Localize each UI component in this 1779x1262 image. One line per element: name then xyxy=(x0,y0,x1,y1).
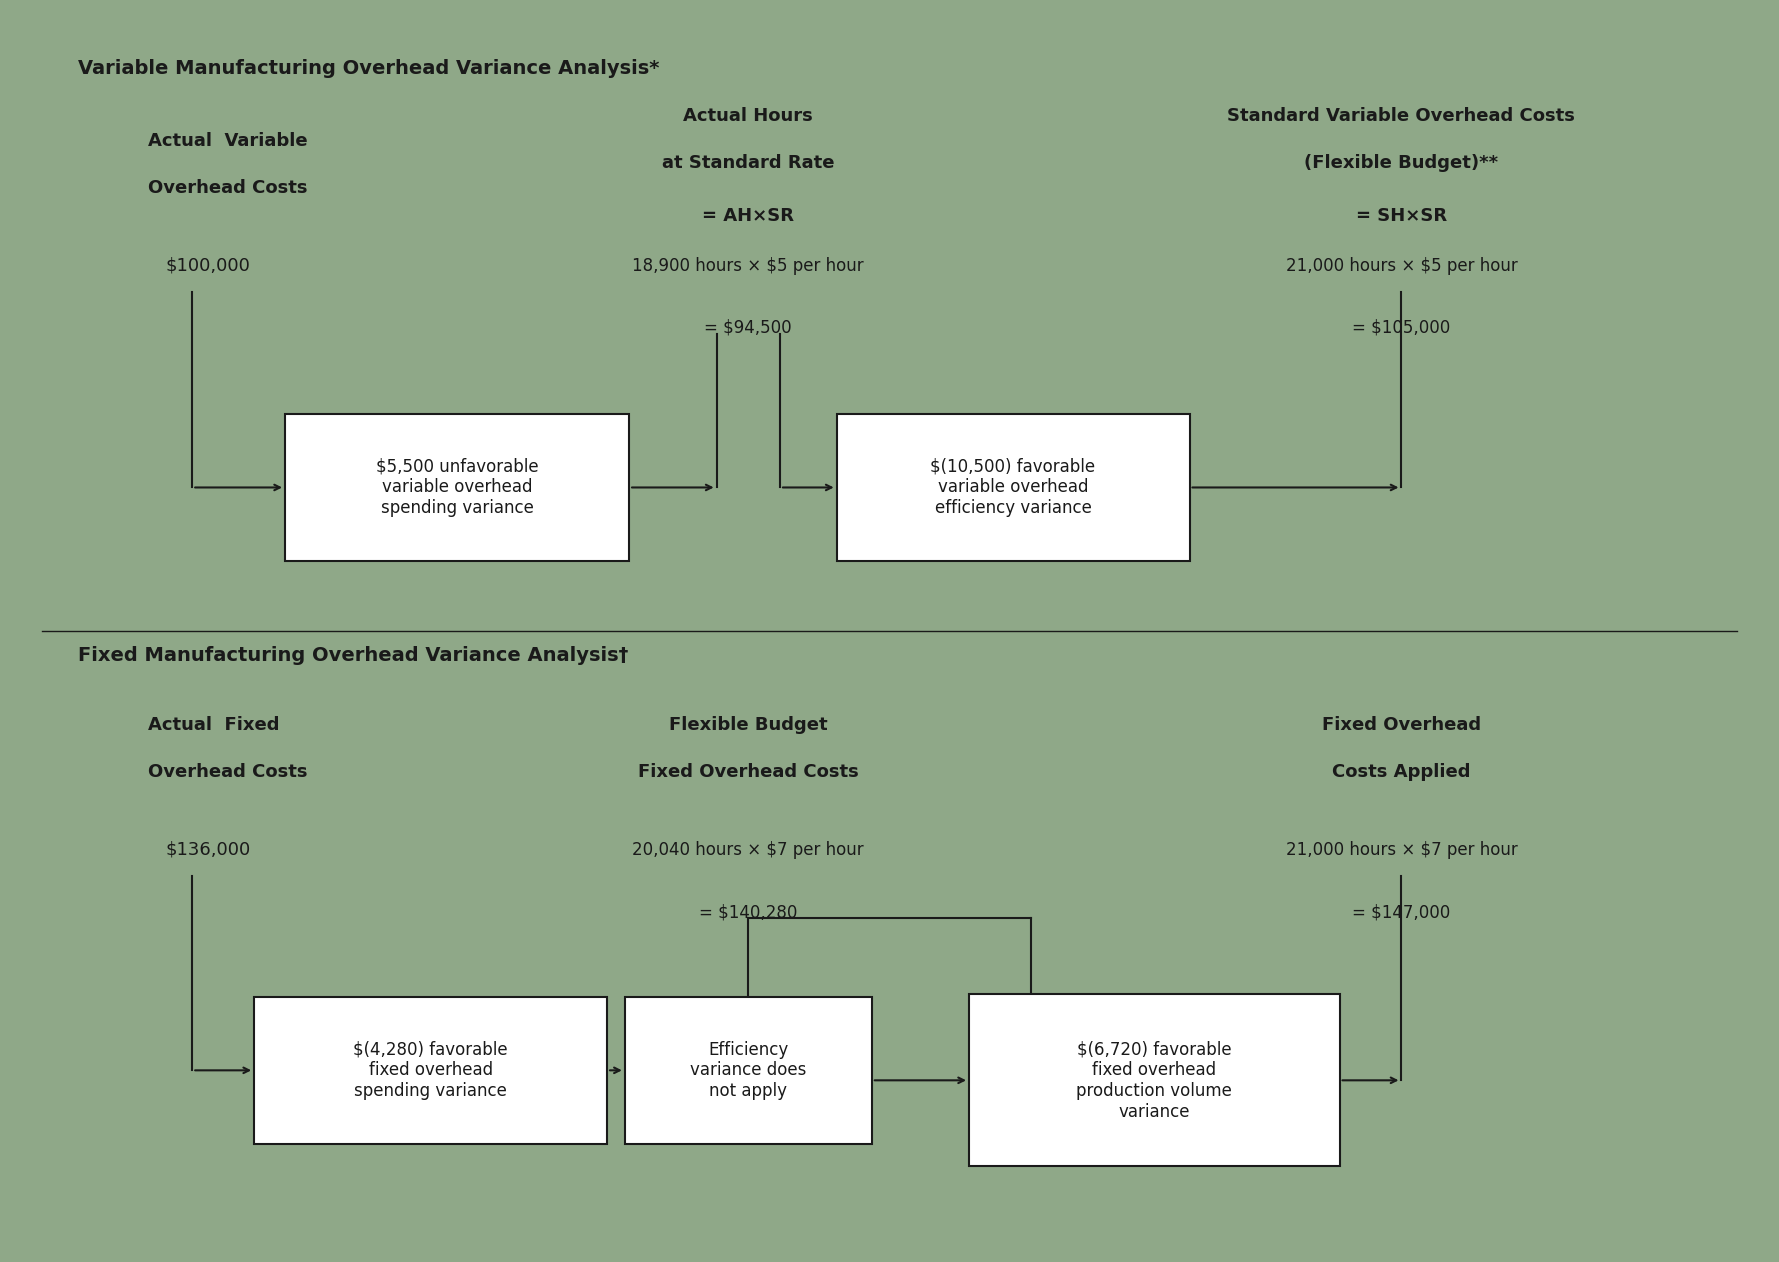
Text: Fixed Manufacturing Overhead Variance Analysis†: Fixed Manufacturing Overhead Variance An… xyxy=(78,646,628,665)
Text: 21,000 hours × $7 per hour: 21,000 hours × $7 per hour xyxy=(1286,840,1517,858)
Text: Costs Applied: Costs Applied xyxy=(1332,764,1471,781)
FancyBboxPatch shape xyxy=(836,414,1190,562)
Text: = $147,000: = $147,000 xyxy=(1352,904,1450,921)
Text: = AH×SR: = AH×SR xyxy=(703,207,793,225)
Text: 20,040 hours × $7 per hour: 20,040 hours × $7 per hour xyxy=(633,840,865,858)
Text: 18,900 hours × $5 per hour: 18,900 hours × $5 per hour xyxy=(633,256,865,275)
Text: (Flexible Budget)**: (Flexible Budget)** xyxy=(1304,154,1498,172)
Text: $100,000: $100,000 xyxy=(165,256,251,275)
Text: = $105,000: = $105,000 xyxy=(1352,319,1450,337)
Text: Fixed Overhead Costs: Fixed Overhead Costs xyxy=(639,764,859,781)
Text: Actual  Variable: Actual Variable xyxy=(148,131,308,150)
Text: Fixed Overhead: Fixed Overhead xyxy=(1322,716,1480,734)
Text: $(6,720) favorable
fixed overhead
production volume
variance: $(6,720) favorable fixed overhead produc… xyxy=(1076,1040,1233,1121)
Text: 21,000 hours × $5 per hour: 21,000 hours × $5 per hour xyxy=(1286,256,1517,275)
Text: Variable Manufacturing Overhead Variance Analysis*: Variable Manufacturing Overhead Variance… xyxy=(78,59,658,78)
FancyBboxPatch shape xyxy=(254,997,607,1143)
Text: Overhead Costs: Overhead Costs xyxy=(148,179,308,197)
Text: Flexible Budget: Flexible Budget xyxy=(669,716,827,734)
FancyBboxPatch shape xyxy=(285,414,630,562)
Text: Actual  Fixed: Actual Fixed xyxy=(148,716,279,734)
Text: = SH×SR: = SH×SR xyxy=(1356,207,1446,225)
Text: Efficiency
variance does
not apply: Efficiency variance does not apply xyxy=(690,1041,806,1100)
FancyBboxPatch shape xyxy=(624,997,872,1143)
Text: $(10,500) favorable
variable overhead
efficiency variance: $(10,500) favorable variable overhead ef… xyxy=(930,458,1096,517)
Text: Overhead Costs: Overhead Costs xyxy=(148,764,308,781)
FancyBboxPatch shape xyxy=(970,994,1340,1166)
Text: at Standard Rate: at Standard Rate xyxy=(662,154,834,172)
Text: = $94,500: = $94,500 xyxy=(704,319,792,337)
Text: $136,000: $136,000 xyxy=(165,840,251,858)
Text: $5,500 unfavorable
variable overhead
spending variance: $5,500 unfavorable variable overhead spe… xyxy=(375,458,539,517)
Text: Standard Variable Overhead Costs: Standard Variable Overhead Costs xyxy=(1228,107,1576,125)
Text: = $140,280: = $140,280 xyxy=(699,904,797,921)
Text: $(4,280) favorable
fixed overhead
spending variance: $(4,280) favorable fixed overhead spendi… xyxy=(354,1041,507,1100)
Text: Actual Hours: Actual Hours xyxy=(683,107,813,125)
